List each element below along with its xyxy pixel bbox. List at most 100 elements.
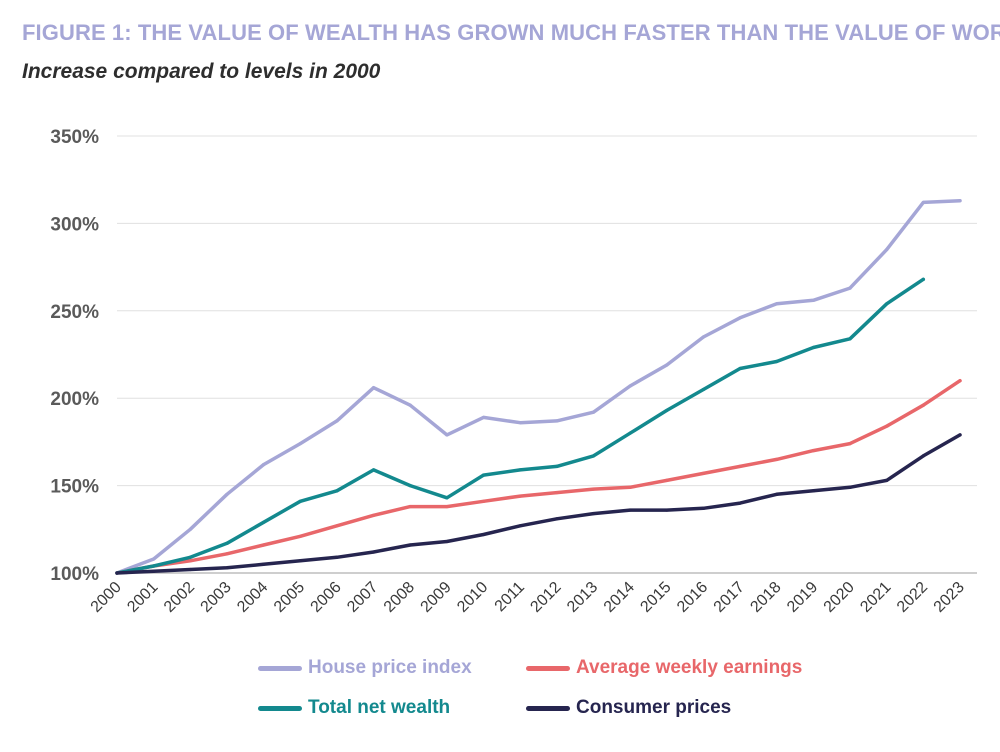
data-point-consumer-prices-2003	[225, 566, 229, 570]
series-line-consumer-prices	[115, 433, 962, 575]
data-point-average-weekly-earnings-2005	[298, 534, 302, 538]
data-point-consumer-prices-2013	[591, 511, 596, 516]
data-point-total-net-wealth-2015	[665, 408, 669, 413]
data-point-average-weekly-earnings-2010	[481, 499, 486, 503]
x-tick-label-2011: 2011	[492, 579, 528, 615]
data-point-total-net-wealth-2012	[555, 464, 559, 468]
data-point-house-price-index-2019	[811, 298, 815, 302]
data-point-average-weekly-earnings-2002	[188, 559, 192, 563]
x-tick-label-2002: 2002	[161, 579, 198, 616]
data-point-consumer-prices-2020	[848, 485, 852, 489]
chart-title: FIGURE 1: THE VALUE OF WEALTH HAS GROWN …	[22, 20, 1000, 45]
x-tick-label-2014: 2014	[601, 579, 638, 616]
data-point-house-price-index-2020	[848, 286, 852, 290]
data-point-total-net-wealth-2021	[885, 302, 889, 306]
data-point-total-net-wealth-2016	[701, 387, 706, 392]
data-point-total-net-wealth-2001	[152, 564, 156, 568]
data-point-house-price-index-2014	[628, 384, 632, 388]
data-point-total-net-wealth-2022	[921, 277, 925, 281]
data-point-consumer-prices-2010	[481, 532, 486, 537]
data-point-total-net-wealth-2017	[738, 366, 742, 371]
x-tick-label-2015: 2015	[637, 579, 674, 616]
legend-label-total-net-wealth: Total net wealth	[308, 697, 451, 718]
data-point-consumer-prices-2009	[445, 539, 449, 544]
data-point-consumer-prices-2011	[518, 524, 522, 528]
data-point-total-net-wealth-2003	[225, 541, 229, 545]
x-tick-label-2005: 2005	[271, 579, 308, 616]
data-point-house-price-index-2007	[371, 386, 376, 390]
legend-item-total-net-wealth: Total net wealth	[258, 697, 450, 719]
data-point-average-weekly-earnings-2003	[225, 552, 229, 556]
legend-item-average-weekly-earnings: Average weekly earnings	[526, 657, 802, 679]
data-point-consumer-prices-2017	[738, 501, 742, 505]
data-point-average-weekly-earnings-2013	[591, 487, 596, 491]
data-point-consumer-prices-2001	[152, 569, 156, 573]
data-point-average-weekly-earnings-2007	[371, 513, 376, 517]
x-tick-label-2018: 2018	[747, 579, 784, 616]
data-point-house-price-index-2005	[298, 442, 302, 446]
data-point-consumer-prices-2016	[701, 506, 706, 510]
data-point-house-price-index-2015	[665, 363, 669, 367]
y-tick-label-100: 100%	[50, 564, 99, 585]
data-point-average-weekly-earnings-2004	[262, 543, 266, 547]
data-point-house-price-index-2023	[958, 199, 962, 203]
x-tick-label-2016: 2016	[674, 579, 711, 616]
y-tick-label-150: 150%	[50, 477, 99, 498]
data-point-consumer-prices-2005	[298, 559, 302, 563]
x-tick-label-2021: 2021	[857, 579, 894, 616]
x-tick-label-2008: 2008	[381, 579, 418, 616]
data-point-average-weekly-earnings-2016	[701, 471, 706, 475]
data-point-consumer-prices-2014	[628, 508, 632, 512]
data-point-average-weekly-earnings-2011	[518, 494, 522, 498]
data-point-average-weekly-earnings-2012	[555, 490, 559, 495]
series-line-average-weekly-earnings	[115, 378, 962, 575]
data-point-house-price-index-2013	[591, 410, 596, 414]
chart-subtitle: Increase compared to levels in 2000	[22, 60, 381, 83]
data-point-house-price-index-2008	[408, 403, 412, 407]
data-point-consumer-prices-2012	[555, 517, 559, 521]
data-point-total-net-wealth-2002	[188, 555, 192, 559]
data-point-consumer-prices-2022	[921, 454, 925, 458]
series-line-house-price-index	[115, 198, 962, 575]
data-point-consumer-prices-2006	[335, 555, 339, 559]
data-point-average-weekly-earnings-2020	[848, 442, 852, 446]
x-tick-label-2023: 2023	[931, 579, 968, 616]
data-point-total-net-wealth-2008	[408, 484, 412, 488]
data-point-average-weekly-earnings-2022	[921, 403, 925, 407]
data-point-house-price-index-2003	[225, 492, 229, 496]
x-tick-label-2019: 2019	[784, 579, 821, 616]
legend-swatch-house-price-index	[258, 665, 302, 671]
data-point-house-price-index-2011	[518, 421, 522, 425]
data-point-consumer-prices-2002	[188, 567, 192, 572]
x-tick-label-2007: 2007	[344, 579, 381, 616]
x-tick-label-2010: 2010	[454, 579, 491, 616]
x-tick-label-2012: 2012	[527, 579, 564, 616]
data-point-consumer-prices-2004	[262, 562, 266, 566]
data-point-total-net-wealth-2011	[518, 468, 522, 472]
data-point-house-price-index-2001	[152, 557, 156, 561]
data-point-total-net-wealth-2019	[811, 345, 815, 350]
legend-label-average-weekly-earnings: Average weekly earnings	[576, 657, 803, 678]
data-point-average-weekly-earnings-2015	[665, 478, 669, 482]
data-point-average-weekly-earnings-2006	[335, 524, 339, 528]
x-tick-label-2013: 2013	[564, 579, 601, 616]
data-point-house-price-index-2006	[335, 419, 339, 423]
data-point-consumer-prices-2018	[775, 492, 779, 496]
data-point-total-net-wealth-2010	[481, 473, 486, 477]
data-point-total-net-wealth-2020	[848, 337, 852, 341]
data-point-consumer-prices-2007	[371, 550, 376, 554]
data-point-total-net-wealth-2009	[445, 496, 449, 500]
data-point-consumer-prices-2023	[958, 433, 962, 437]
data-point-average-weekly-earnings-2014	[628, 485, 632, 489]
data-point-consumer-prices-2019	[811, 489, 815, 493]
data-point-consumer-prices-2015	[665, 508, 669, 512]
legend-swatch-average-weekly-earnings	[526, 665, 570, 671]
y-tick-label-250: 250%	[50, 302, 99, 323]
legend-item-consumer-prices: Consumer prices	[526, 697, 731, 719]
x-tick-label-2020: 2020	[821, 579, 858, 616]
data-point-average-weekly-earnings-2021	[885, 424, 889, 428]
y-tick-label-300: 300%	[50, 214, 99, 235]
data-point-house-price-index-2002	[188, 527, 192, 531]
data-point-house-price-index-2012	[555, 419, 559, 423]
